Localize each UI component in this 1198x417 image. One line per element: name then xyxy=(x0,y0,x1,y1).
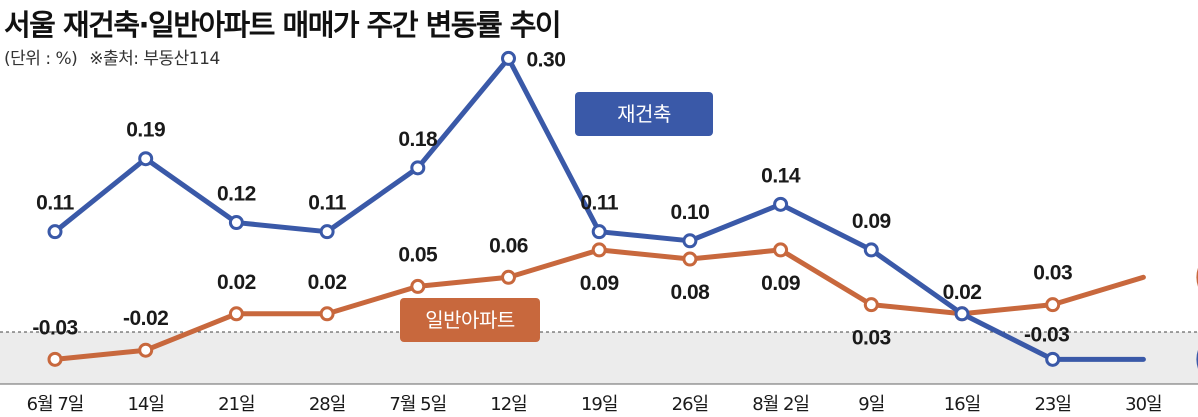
data-point xyxy=(863,297,879,313)
x-tick-label: 19일 xyxy=(581,394,617,415)
data-label: -0.02 xyxy=(123,307,168,330)
x-tick-label: 16일 xyxy=(944,394,980,415)
series-tag-0 xyxy=(575,92,713,136)
x-tick-label: 14일 xyxy=(127,394,163,415)
data-label: 0.02 xyxy=(217,271,256,294)
data-label: 0.11 xyxy=(580,192,619,215)
x-tick-label: 9일 xyxy=(858,394,884,415)
data-point xyxy=(501,50,516,66)
source-label: ※출처: 부동산114 xyxy=(89,49,220,69)
data-point xyxy=(1045,351,1061,367)
data-point xyxy=(1045,297,1061,313)
data-label: 0.02 xyxy=(943,281,982,304)
data-point xyxy=(773,242,789,258)
data-point xyxy=(319,306,335,322)
data-label: 0.03 xyxy=(1033,262,1072,285)
data-point xyxy=(954,306,970,322)
negative-zone xyxy=(0,332,1198,384)
series-tag-label: 일반아파트 xyxy=(425,308,515,332)
x-tick-label: 12일 xyxy=(490,394,526,415)
data-label: 0.09 xyxy=(580,272,619,295)
data-label: 0.19 xyxy=(126,119,165,142)
data-point xyxy=(138,342,154,358)
data-label: 0.11 xyxy=(308,192,347,215)
x-tick-label: 23일 xyxy=(1034,394,1070,415)
data-label: 0.11 xyxy=(36,192,75,215)
data-label: 0.10 xyxy=(670,201,709,224)
chart-subtitle: (단위 : %) ※출처: 부동산114 xyxy=(4,44,220,69)
data-point xyxy=(591,224,607,240)
series-tag-label: 재건축 xyxy=(617,102,671,126)
data-point xyxy=(47,351,63,367)
x-tick-label: 30일 xyxy=(1125,394,1161,415)
series-tag-1 xyxy=(400,298,540,342)
data-point xyxy=(501,269,516,285)
data-label: 0.30 xyxy=(527,48,566,71)
data-point xyxy=(47,224,63,240)
x-tick-label: 28일 xyxy=(309,394,345,415)
data-label: 0.09 xyxy=(852,210,891,233)
data-label: -0.03 xyxy=(32,316,77,339)
data-label: -0.03 xyxy=(1024,323,1069,346)
data-point xyxy=(863,242,879,258)
x-tick-label: 26일 xyxy=(672,394,708,415)
data-point xyxy=(682,251,698,267)
data-point xyxy=(228,215,244,231)
x-tick-label: 8월 2일 xyxy=(752,394,809,415)
data-label: 0.09 xyxy=(761,272,800,295)
data-point xyxy=(773,196,789,212)
x-tick-label: 21일 xyxy=(218,394,254,415)
chart-title: 서울 재건축·일반아파트 매매가 주간 변동률 추이 xyxy=(4,8,562,42)
data-point xyxy=(410,278,426,294)
data-label: 0.14 xyxy=(761,164,801,187)
data-label: 0.02 xyxy=(308,271,347,294)
data-label: 0.08 xyxy=(670,281,710,304)
unit-label: (단위 : %) xyxy=(4,49,78,69)
data-point xyxy=(319,224,335,240)
data-label: 0.06 xyxy=(489,234,528,257)
data-label: 0.18 xyxy=(398,128,438,151)
data-point xyxy=(410,160,426,176)
data-label: 0.03 xyxy=(852,327,891,350)
data-point xyxy=(138,151,154,167)
x-tick-label: 6월 7일 xyxy=(27,394,84,415)
data-label: 0.05 xyxy=(398,243,438,266)
x-tick-label: 7월 5일 xyxy=(389,394,446,415)
data-point xyxy=(228,306,244,322)
data-label: 0.12 xyxy=(217,183,256,206)
data-point xyxy=(682,233,698,249)
data-point xyxy=(591,242,607,258)
